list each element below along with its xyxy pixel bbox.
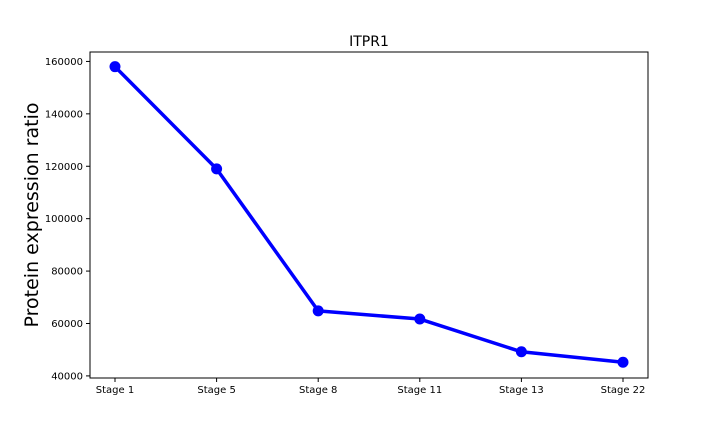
y-tick-label: 120000 bbox=[45, 162, 83, 173]
y-axis-label: Protein expression ratio bbox=[21, 103, 43, 328]
data-point bbox=[414, 313, 426, 325]
plot-area-frame bbox=[89, 51, 649, 379]
series-line bbox=[113, 65, 624, 365]
y-axis: 40000 60000 80000 100000 120000 140000 160000 bbox=[45, 57, 90, 382]
data-point bbox=[617, 356, 629, 368]
data-point bbox=[312, 305, 324, 317]
y-tick-label: 80000 bbox=[51, 267, 83, 278]
y-tick-label: 60000 bbox=[51, 319, 83, 330]
y-tick-label: 160000 bbox=[45, 57, 83, 68]
data-point bbox=[211, 163, 223, 175]
x-tick-label: Stage 1 bbox=[96, 385, 134, 396]
x-tick-label: Stage 11 bbox=[397, 385, 442, 396]
data-point bbox=[515, 346, 527, 358]
series-group bbox=[109, 61, 629, 368]
x-tick-label: Stage 8 bbox=[299, 385, 337, 396]
y-tick-label: 40000 bbox=[51, 371, 83, 382]
data-point bbox=[109, 61, 121, 73]
x-tick-label: Stage 22 bbox=[601, 385, 646, 396]
x-tick-label: Stage 5 bbox=[197, 385, 235, 396]
x-tick-label: Stage 13 bbox=[499, 385, 544, 396]
y-tick-label: 140000 bbox=[45, 109, 83, 120]
chart-title: ITPR1 bbox=[349, 34, 389, 50]
y-tick-label: 100000 bbox=[45, 214, 83, 225]
x-axis: Stage 1 Stage 5 Stage 8 Stage 11 Stage 13 Sta… bbox=[96, 378, 646, 396]
